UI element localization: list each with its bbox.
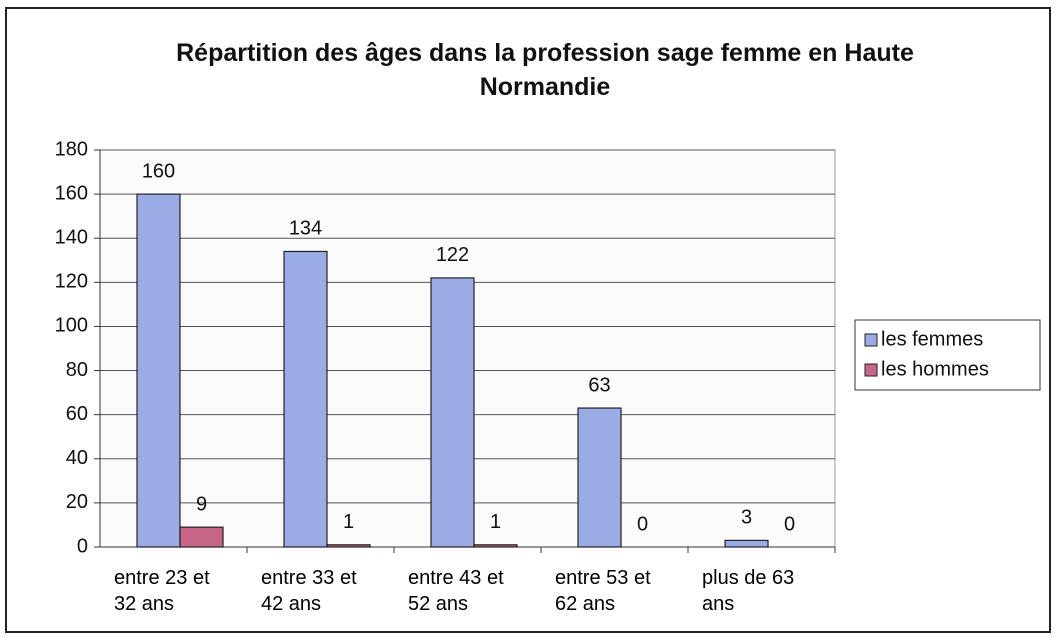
chart-title: Répartition des âges dans la profession … — [176, 39, 914, 101]
x-label-box: entre 43 et 52 ans — [408, 567, 504, 615]
legend-swatch — [864, 333, 878, 347]
y-tick-label: 180 — [55, 138, 88, 160]
data-label: 9 — [196, 493, 207, 515]
legend-label: les femmes — [881, 328, 983, 350]
y-tick-label: 120 — [55, 271, 88, 293]
x-tick-label: entre 53 et 62 ans — [555, 567, 651, 615]
bar — [283, 250, 328, 548]
legend-label: les hommes — [881, 358, 989, 380]
legend-swatch — [864, 363, 878, 377]
data-label: 63 — [588, 374, 610, 396]
y-tick-label: 160 — [55, 182, 88, 204]
bar — [577, 407, 622, 548]
y-tick-label: 40 — [66, 447, 88, 469]
bar — [430, 277, 475, 548]
data-label: 122 — [436, 244, 469, 266]
x-label-box: plus de 63 ans — [702, 567, 795, 615]
x-label-box: entre 23 et 32 ans — [114, 567, 210, 615]
bar — [136, 193, 181, 548]
data-label: 3 — [741, 507, 752, 529]
x-tick-label: entre 33 et 42 ans — [261, 567, 357, 615]
bar — [326, 544, 371, 548]
y-tick-label: 0 — [77, 535, 88, 557]
y-tick-label: 60 — [66, 403, 88, 425]
data-label: 0 — [637, 513, 648, 535]
x-tick-label: plus de 63 ans — [702, 567, 795, 615]
data-label: 134 — [289, 218, 322, 240]
x-label-box: entre 53 et 62 ans — [555, 567, 651, 615]
y-tick-label: 20 — [66, 491, 88, 513]
x-tick-label: entre 23 et 32 ans — [114, 567, 210, 615]
bar — [473, 544, 518, 548]
legend-box — [854, 319, 1041, 391]
data-label: 1 — [343, 511, 354, 533]
bar — [724, 539, 769, 548]
data-label: 0 — [784, 513, 795, 535]
title-box: Répartition des âges dans la profession … — [176, 39, 914, 101]
y-tick-label: 140 — [55, 227, 88, 249]
x-tick-label: entre 43 et 52 ans — [408, 567, 504, 615]
y-tick-label: 100 — [55, 315, 88, 337]
data-label: 1 — [490, 511, 501, 533]
y-tick-label: 80 — [66, 359, 88, 381]
bar — [179, 526, 224, 548]
data-label: 160 — [142, 160, 175, 182]
x-label-box: entre 33 et 42 ans — [261, 567, 357, 615]
